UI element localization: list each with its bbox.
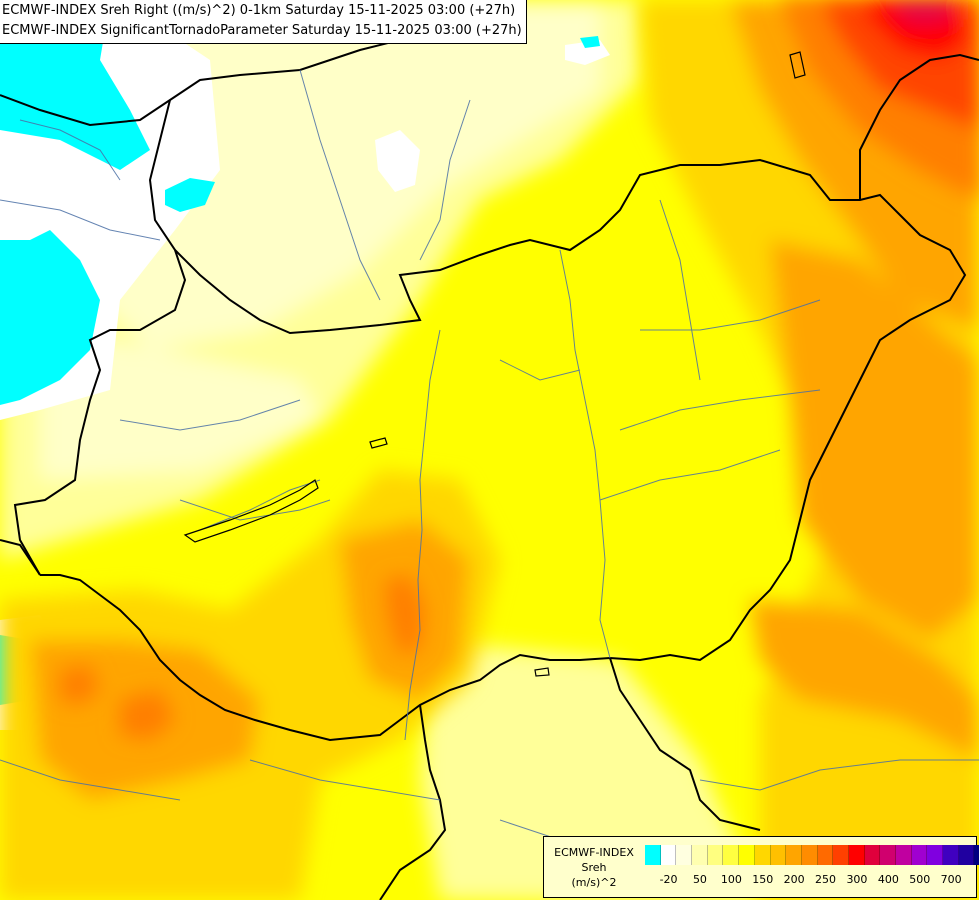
- title-line-2: ECMWF-INDEX SignificantTornadoParameter …: [2, 23, 522, 38]
- legend-tick-label: 700: [940, 873, 962, 886]
- rivers-and-regions: [0, 69, 979, 861]
- map-title: ECMWF-INDEX Sreh Right ((m/s)^2) 0-1km S…: [0, 0, 527, 44]
- legend-parameter: Sreh: [581, 861, 607, 874]
- legend-tick-label: 200: [783, 873, 805, 886]
- legend-swatch: [880, 845, 896, 865]
- legend-model: ECMWF-INDEX: [554, 846, 634, 859]
- legend-swatch: [864, 845, 881, 865]
- legend-tick-label: 100: [720, 873, 742, 886]
- legend-swatch: [770, 845, 787, 865]
- legend-swatch: [801, 845, 818, 865]
- legend-swatch: [817, 845, 834, 865]
- legend-tick-label: 400: [877, 873, 899, 886]
- legend-tick-labels: -20 50 100 150 200 250 300 400 500 700: [645, 873, 975, 889]
- legend-swatch: [739, 845, 755, 865]
- legend-tick-label: -20: [659, 873, 678, 886]
- title-line-1: ECMWF-INDEX Sreh Right ((m/s)^2) 0-1km S…: [2, 3, 516, 18]
- legend-swatch: [896, 845, 912, 865]
- legend-swatch: [786, 845, 802, 865]
- legend-tick-label: 50: [692, 873, 707, 886]
- legend-title: ECMWF-INDEX Sreh (m/s)^2: [548, 845, 640, 890]
- legend-swatch: [974, 845, 979, 865]
- legend-swatch: [660, 845, 677, 865]
- legend-swatch: [943, 845, 959, 865]
- legend-swatch: [723, 845, 740, 865]
- legend-tick-label: 250: [815, 873, 837, 886]
- legend-swatch: [911, 845, 928, 865]
- legend-swatch: [645, 845, 661, 865]
- legend-tick-label: 500: [909, 873, 931, 886]
- legend-swatch: [927, 845, 944, 865]
- legend-swatch: [848, 845, 865, 865]
- legend-color-scale: [645, 845, 979, 865]
- legend-swatch: [754, 845, 771, 865]
- legend-swatch: [692, 845, 708, 865]
- legend-swatch: [833, 845, 849, 865]
- legend-tick-label: 300: [846, 873, 868, 886]
- legend-swatch: [707, 845, 724, 865]
- legend-swatch: [958, 845, 975, 865]
- legend-tick-label: 150: [752, 873, 774, 886]
- legend-swatch: [676, 845, 693, 865]
- color-legend: ECMWF-INDEX Sreh (m/s)^2 -20 50 100 150 200 2…: [543, 836, 979, 898]
- legend-unit: (m/s)^2: [571, 876, 617, 889]
- field-red-regions: [60, 0, 979, 740]
- lakes: [183, 51, 806, 677]
